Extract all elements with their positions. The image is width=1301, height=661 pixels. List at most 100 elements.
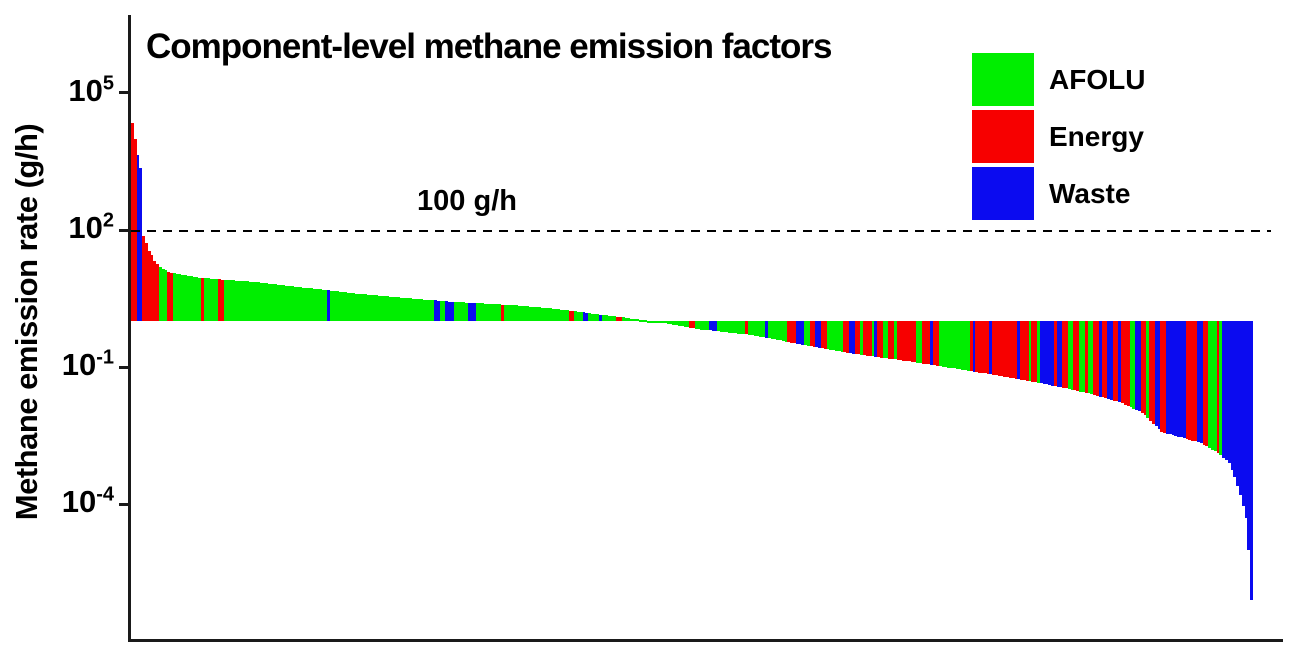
bar <box>602 314 605 322</box>
bar <box>510 304 512 322</box>
bar <box>347 292 350 322</box>
bar <box>1023 321 1026 381</box>
legend-label-afolu: AFOLU <box>1049 64 1146 95</box>
bar <box>684 321 686 327</box>
bar <box>375 295 378 322</box>
bar <box>1169 321 1172 435</box>
bar <box>700 321 703 330</box>
bar <box>378 295 381 322</box>
bar <box>325 290 327 322</box>
bar <box>656 321 658 324</box>
bar <box>922 321 925 364</box>
bar <box>815 321 818 348</box>
bar <box>274 284 277 322</box>
bar <box>282 285 285 322</box>
bar <box>156 264 159 322</box>
bar <box>810 321 813 347</box>
bar <box>221 279 224 322</box>
bar <box>978 321 981 373</box>
bar <box>224 279 226 322</box>
bar <box>768 321 771 339</box>
y-tick-mark <box>119 365 130 369</box>
bar <box>1003 321 1006 377</box>
bar <box>1093 321 1096 395</box>
bar <box>956 321 958 369</box>
bar <box>257 282 260 322</box>
bar <box>667 321 670 324</box>
bar <box>672 321 675 325</box>
bar <box>165 270 167 322</box>
bar <box>456 302 459 322</box>
bar <box>1096 321 1099 396</box>
legend-swatch-energy <box>972 110 1034 163</box>
bar <box>1059 321 1062 388</box>
bar <box>919 321 922 364</box>
bar <box>1132 321 1135 409</box>
bar <box>1068 321 1071 390</box>
bar <box>215 279 218 322</box>
bar <box>142 235 145 322</box>
bar <box>137 155 139 322</box>
bar <box>984 321 987 374</box>
bar <box>698 321 700 330</box>
bar <box>333 291 336 322</box>
bar <box>1214 321 1217 452</box>
bar <box>950 321 953 368</box>
bar <box>476 303 479 322</box>
bar <box>167 271 170 322</box>
bar <box>953 321 956 369</box>
bar <box>857 321 860 355</box>
bar <box>507 304 510 322</box>
bar <box>1231 321 1233 470</box>
bar <box>1172 321 1174 436</box>
bar <box>748 321 751 335</box>
bar <box>271 284 274 322</box>
bar <box>358 293 361 322</box>
bar <box>1104 321 1107 399</box>
bar <box>877 321 880 358</box>
bar <box>527 306 529 322</box>
bar <box>1065 321 1068 389</box>
bar <box>829 321 832 350</box>
bar <box>625 317 627 322</box>
bar <box>1203 321 1205 445</box>
bar <box>468 302 470 322</box>
bar <box>891 321 894 360</box>
y-tick-label: 10-1 <box>61 346 114 383</box>
bar <box>1233 321 1236 477</box>
bar <box>1146 321 1149 419</box>
bar <box>1073 321 1076 391</box>
bar <box>383 296 386 322</box>
bar <box>866 321 869 356</box>
bar <box>1160 321 1163 432</box>
bar <box>1099 321 1102 397</box>
bar <box>981 321 984 373</box>
bar <box>364 294 367 322</box>
bar <box>285 285 288 322</box>
bar <box>661 321 664 324</box>
bar <box>176 273 179 322</box>
bar <box>546 308 549 322</box>
bar <box>288 285 291 322</box>
bar <box>1158 321 1160 430</box>
bar <box>170 273 173 322</box>
bar <box>184 275 187 322</box>
bar <box>585 312 588 322</box>
bar <box>521 305 524 322</box>
bar <box>605 315 608 322</box>
bar <box>964 321 967 371</box>
bar <box>852 321 855 354</box>
bar <box>1250 321 1253 601</box>
bar <box>305 287 308 322</box>
bar <box>187 275 190 322</box>
bar <box>543 307 546 322</box>
bar <box>254 282 257 322</box>
bar <box>501 304 504 322</box>
bar <box>933 321 936 366</box>
y-axis-line <box>128 15 131 641</box>
bar <box>535 307 538 322</box>
y-tick-label: 105 <box>68 72 114 108</box>
bar <box>692 321 695 329</box>
bar <box>793 321 796 344</box>
bar <box>1138 321 1141 412</box>
